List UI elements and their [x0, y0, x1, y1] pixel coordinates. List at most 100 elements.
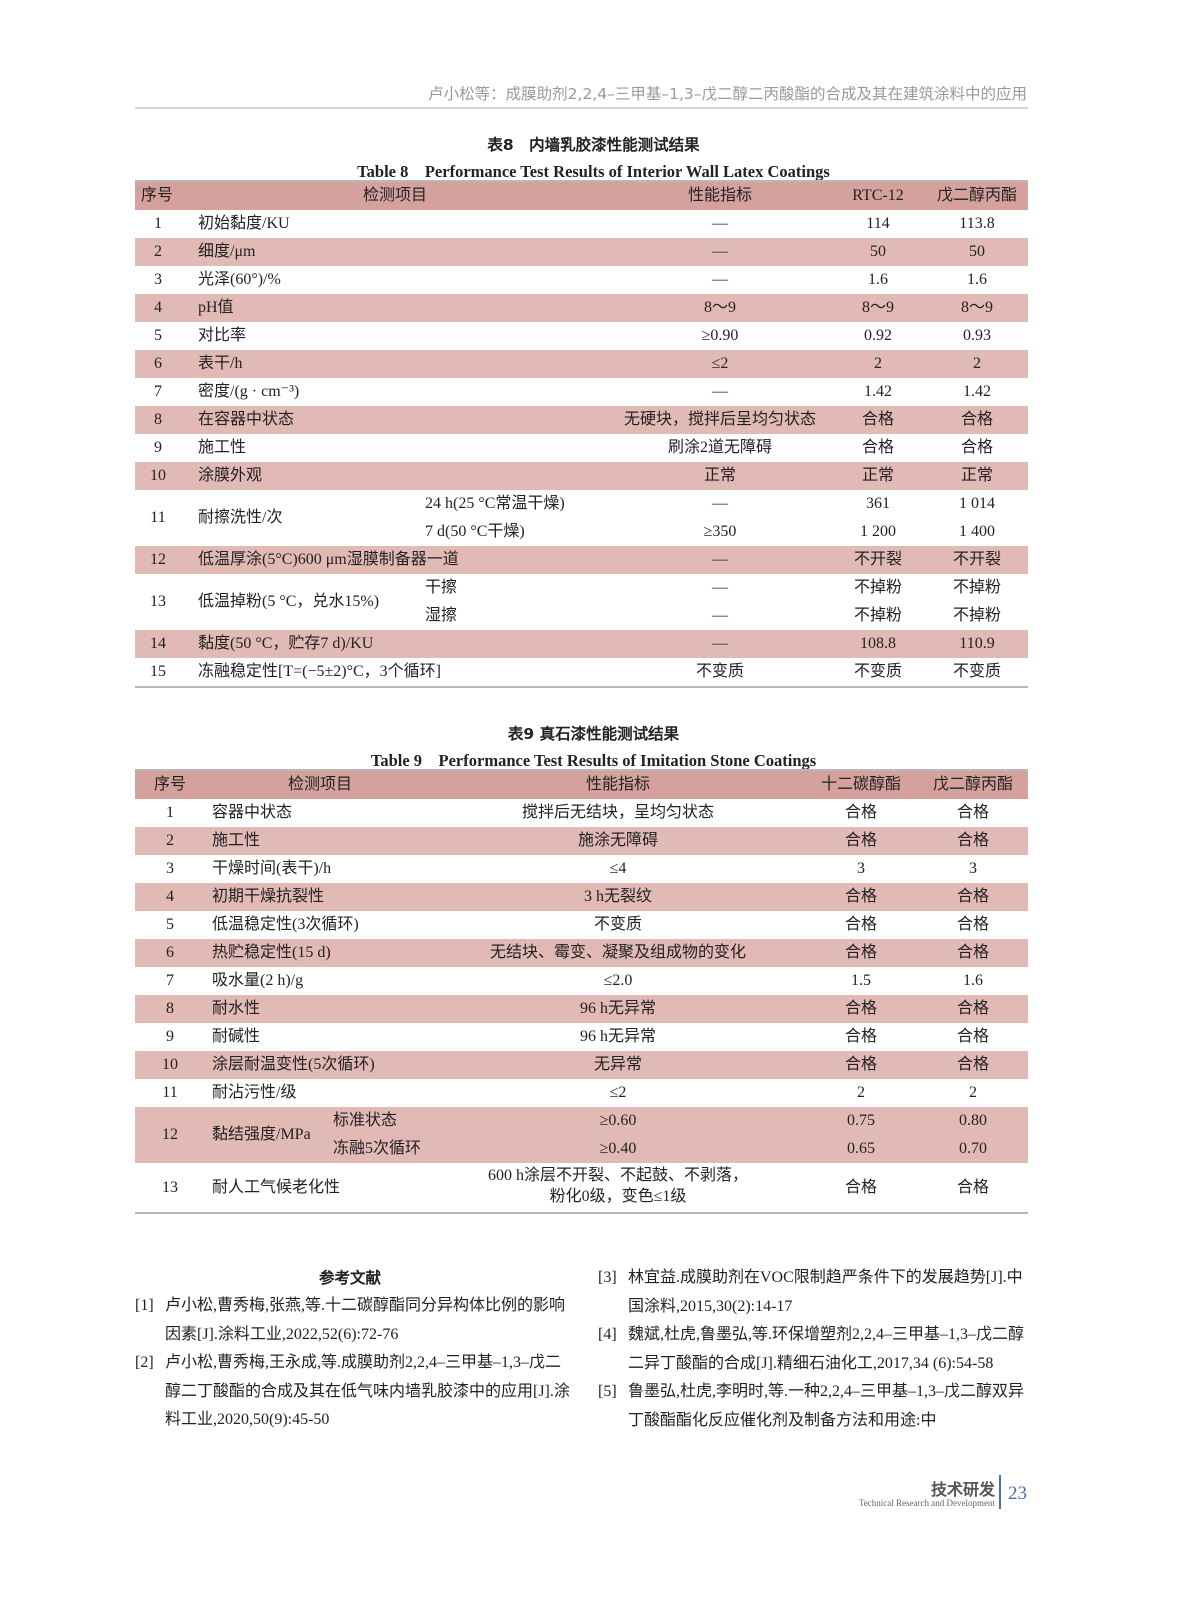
table-row: 2 施工性 施涂无障碍 合格 合格 — [135, 827, 1028, 855]
test-item: 耐沾污性/级 — [212, 1084, 297, 1101]
result-value-b: 8～9 — [960, 299, 994, 316]
result-value-a: 2 — [857, 1084, 865, 1101]
result-value-b: 合格 — [956, 916, 990, 933]
table-row: 1 初始黏度/KU — 114 113.8 — [135, 210, 1028, 238]
result-value-a: 0.75 — [847, 1112, 875, 1129]
reference-number: [2] — [135, 1354, 154, 1371]
row-number: 1 — [154, 215, 162, 232]
test-item: 耐水性 — [212, 1000, 261, 1017]
test-subitem: 干擦 — [425, 579, 458, 596]
header-rule — [135, 107, 1028, 109]
row-number: 7 — [166, 972, 174, 989]
reference-item: [4] 魏斌,杜虎,鲁墨弘,等.环保增塑剂2,2,4–三甲基–1,3–戊二醇二异丁… — [598, 1321, 1038, 1378]
result-value-a: 1.42 — [864, 383, 892, 400]
spec-value: ≤2 — [609, 1084, 627, 1101]
spec-value: 无异常 — [593, 1056, 643, 1073]
row-number: 5 — [166, 916, 174, 933]
row-number: 13 — [162, 1178, 178, 1196]
test-item: 冻融稳定性[T=(−5±2)°C，3个循环] — [198, 663, 441, 680]
reference-item: [3] 林宜益.成膜助剂在VOC限制趋严条件下的发展趋势[J].中国涂料,2015… — [598, 1264, 1038, 1321]
column-header: 十二碳醇酯 — [820, 776, 902, 793]
result-value-b: 合格 — [956, 888, 990, 905]
spec-value: — — [712, 607, 728, 624]
row-number: 15 — [150, 663, 166, 680]
row-number: 8 — [166, 1000, 174, 1017]
test-item: 黏结强度/MPa — [212, 1126, 311, 1143]
result-value-b: 合格 — [956, 832, 990, 849]
reference-text: 林宜益.成膜助剂在VOC限制趋严条件下的发展趋势[J].中国涂料,2015,30… — [628, 1269, 1023, 1315]
test-item: 吸水量(2 h)/g — [212, 972, 304, 989]
spec-value: 正常 — [703, 467, 737, 484]
spec-value: — — [712, 243, 728, 260]
result-value-a: 1 200 — [860, 523, 896, 540]
table-row: 12 低温厚涂(5°C)600 μm湿膜制备器一道 — 不开裂 不开裂 — [135, 546, 1028, 574]
spec-value: — — [712, 383, 728, 400]
table-row: 5 对比率 ≥0.90 0.92 0.93 — [135, 322, 1028, 350]
table-row: 11 耐沾污性/级 ≤2 2 2 — [135, 1079, 1028, 1107]
spec-value: — — [712, 495, 728, 512]
spec-value: 不变质 — [593, 916, 643, 933]
table-row: 10 涂膜外观 正常 正常 正常 — [135, 462, 1028, 490]
column-header: 性能指标 — [687, 187, 753, 204]
test-item: 涂层耐温变性(5次循环) — [212, 1056, 375, 1073]
result-value-b: 合格 — [956, 1178, 990, 1196]
table-row: 7 吸水量(2 h)/g ≤2.0 1.5 1.6 — [135, 967, 1028, 995]
test-subitem: 24 h(25 °C常温干燥) — [425, 495, 565, 512]
result-value-a: 1.6 — [868, 271, 888, 288]
spec-value: ≥0.90 — [701, 327, 739, 344]
result-value-b: 1.6 — [967, 271, 987, 288]
table-row: 3 干燥时间(表干)/h ≤4 3 3 — [135, 855, 1028, 883]
spec-value: — — [712, 271, 728, 288]
column-header: 序号 — [153, 776, 187, 793]
test-item: 初始黏度/KU — [198, 215, 290, 232]
result-value-a: 合格 — [844, 888, 878, 905]
spec-value: 96 h无异常 — [579, 1028, 657, 1045]
spec-value: 3 h无裂纹 — [583, 888, 653, 905]
result-value-b: 不掉粉 — [952, 579, 1002, 596]
row-number: 13 — [150, 593, 166, 610]
spec-value: 600 h涂层不开裂、不起鼓、不剥落， — [487, 1167, 749, 1184]
table-row: 1 容器中状态 搅拌后无结块，呈均匀状态 合格 合格 — [135, 799, 1028, 827]
result-value-a: 不掉粉 — [853, 579, 903, 596]
test-subitem: 7 d(50 °C干燥) — [425, 523, 525, 540]
header-row: 序号 检测项目 性能指标 十二碳醇酯 戊二醇丙酯 — [135, 771, 1028, 799]
test-item: 涂膜外观 — [198, 467, 263, 484]
test-item: 对比率 — [198, 327, 247, 344]
result-value-b: 110.9 — [959, 635, 995, 652]
result-value-a: 50 — [870, 243, 886, 260]
spec-value: — — [712, 215, 728, 232]
row-number: 10 — [150, 467, 166, 484]
test-item: 耐人工气候老化性 — [212, 1178, 341, 1196]
result-value-b: 50 — [969, 243, 985, 260]
table9-caption-en: Table 9 Performance Test Results of Imit… — [370, 751, 817, 770]
test-item: 表干/h — [198, 355, 243, 372]
result-value-b: 正常 — [960, 467, 994, 484]
spec-value: 无硬块，搅拌后呈均匀状态 — [623, 411, 817, 428]
result-value-b: 113.8 — [959, 215, 995, 232]
result-value-a: 合格 — [844, 1178, 878, 1196]
row-number: 9 — [154, 439, 162, 456]
test-item: 容器中状态 — [212, 804, 293, 821]
table9-caption-cn: 表9 真石漆性能测试结果 — [507, 725, 680, 743]
row-number: 10 — [162, 1056, 178, 1073]
spec-value: 粉化0级，变色≤1级 — [549, 1188, 687, 1205]
test-item: 密度/(g · cm⁻³) — [198, 383, 300, 400]
test-item: pH值 — [198, 299, 234, 316]
row-number: 12 — [162, 1126, 178, 1143]
table-top-rule — [135, 180, 1028, 182]
spec-value: 不变质 — [695, 663, 745, 680]
result-value-b: 1 400 — [959, 523, 995, 540]
result-value-b: 1 014 — [959, 495, 995, 512]
test-item: 干燥时间(表干)/h — [212, 860, 332, 877]
result-value-b: 合格 — [956, 1000, 990, 1017]
table-row: 9 施工性 刷涂2道无障碍 合格 合格 — [135, 434, 1028, 462]
result-value-a: 8～9 — [861, 299, 895, 316]
column-header: 检测项目 — [362, 187, 428, 204]
test-item: 黏度(50 °C，贮存7 d)/KU — [198, 635, 374, 652]
result-value-b: 合格 — [960, 439, 994, 456]
table-row: 8 耐水性 96 h无异常 合格 合格 — [135, 995, 1028, 1023]
spec-value: — — [712, 551, 728, 568]
result-value-b: 1.42 — [963, 383, 991, 400]
test-subitem: 湿擦 — [425, 607, 458, 624]
